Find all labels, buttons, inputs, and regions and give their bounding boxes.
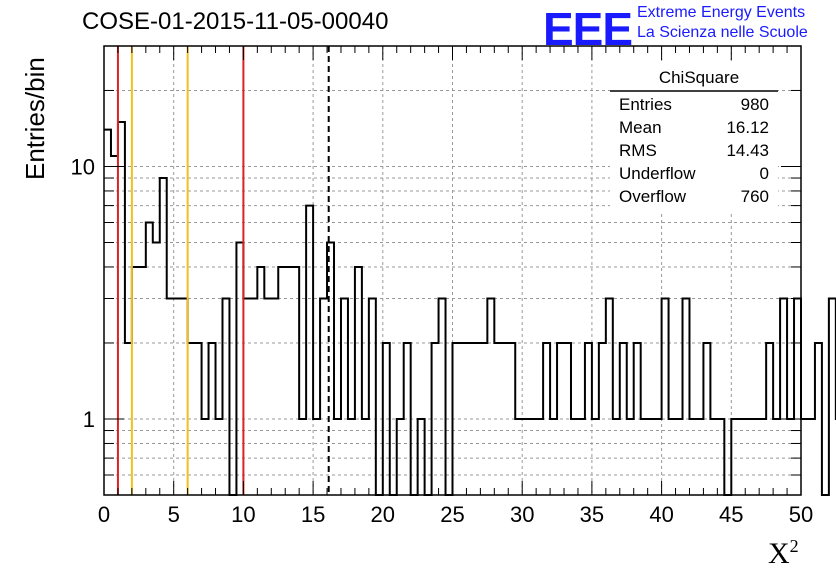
- stats-label-underflow: Underflow: [619, 164, 696, 183]
- x-tick-label: 50: [789, 502, 813, 527]
- x-axis-label: X2: [768, 536, 799, 571]
- stats-box: ChiSquare Entries 980 Mean 16.12 RMS 14.43 Unde…: [610, 64, 778, 214]
- logo-subtitle-1: Extreme Energy Events: [637, 4, 806, 21]
- logo-subtitle-2: La Scienza nelle Scuole: [637, 24, 808, 41]
- stats-value-underflow: 0: [760, 164, 769, 183]
- x-axis-label-base: X: [768, 537, 790, 570]
- stats-value-mean: 16.12: [726, 118, 769, 137]
- stats-label-entries: Entries: [619, 95, 672, 114]
- stats-value-rms: 14.43: [726, 141, 769, 160]
- x-tick-label: 0: [98, 502, 110, 527]
- stats-label-overflow: Overflow: [619, 187, 687, 206]
- x-tick-label: 20: [371, 502, 395, 527]
- x-axis-label-sup: 2: [789, 536, 799, 556]
- x-tick-label: 10: [231, 502, 255, 527]
- x-tick-label: 45: [719, 502, 743, 527]
- stats-label-rms: RMS: [619, 141, 657, 160]
- x-tick-label: 35: [580, 502, 604, 527]
- x-tick-label: 40: [649, 502, 673, 527]
- stats-value-entries: 980: [741, 95, 769, 114]
- stats-box-background: [610, 64, 778, 214]
- marker-lines: [116, 46, 330, 495]
- x-tick-label: 15: [301, 502, 325, 527]
- chart-title: COSE-01-2015-11-05-00040: [82, 8, 389, 35]
- axes: 0 5 10 15 20 25 30 35 40 45 50 1 10: [71, 45, 813, 527]
- x-tick-label: 25: [440, 502, 464, 527]
- y-tick-label: 10: [71, 154, 95, 179]
- x-tick-label: 30: [510, 502, 534, 527]
- stats-title: ChiSquare: [659, 68, 739, 87]
- x-tick-label: 5: [168, 502, 180, 527]
- y-tick-label: 1: [83, 407, 95, 432]
- stats-value-overflow: 760: [741, 187, 769, 206]
- stats-label-mean: Mean: [619, 118, 662, 137]
